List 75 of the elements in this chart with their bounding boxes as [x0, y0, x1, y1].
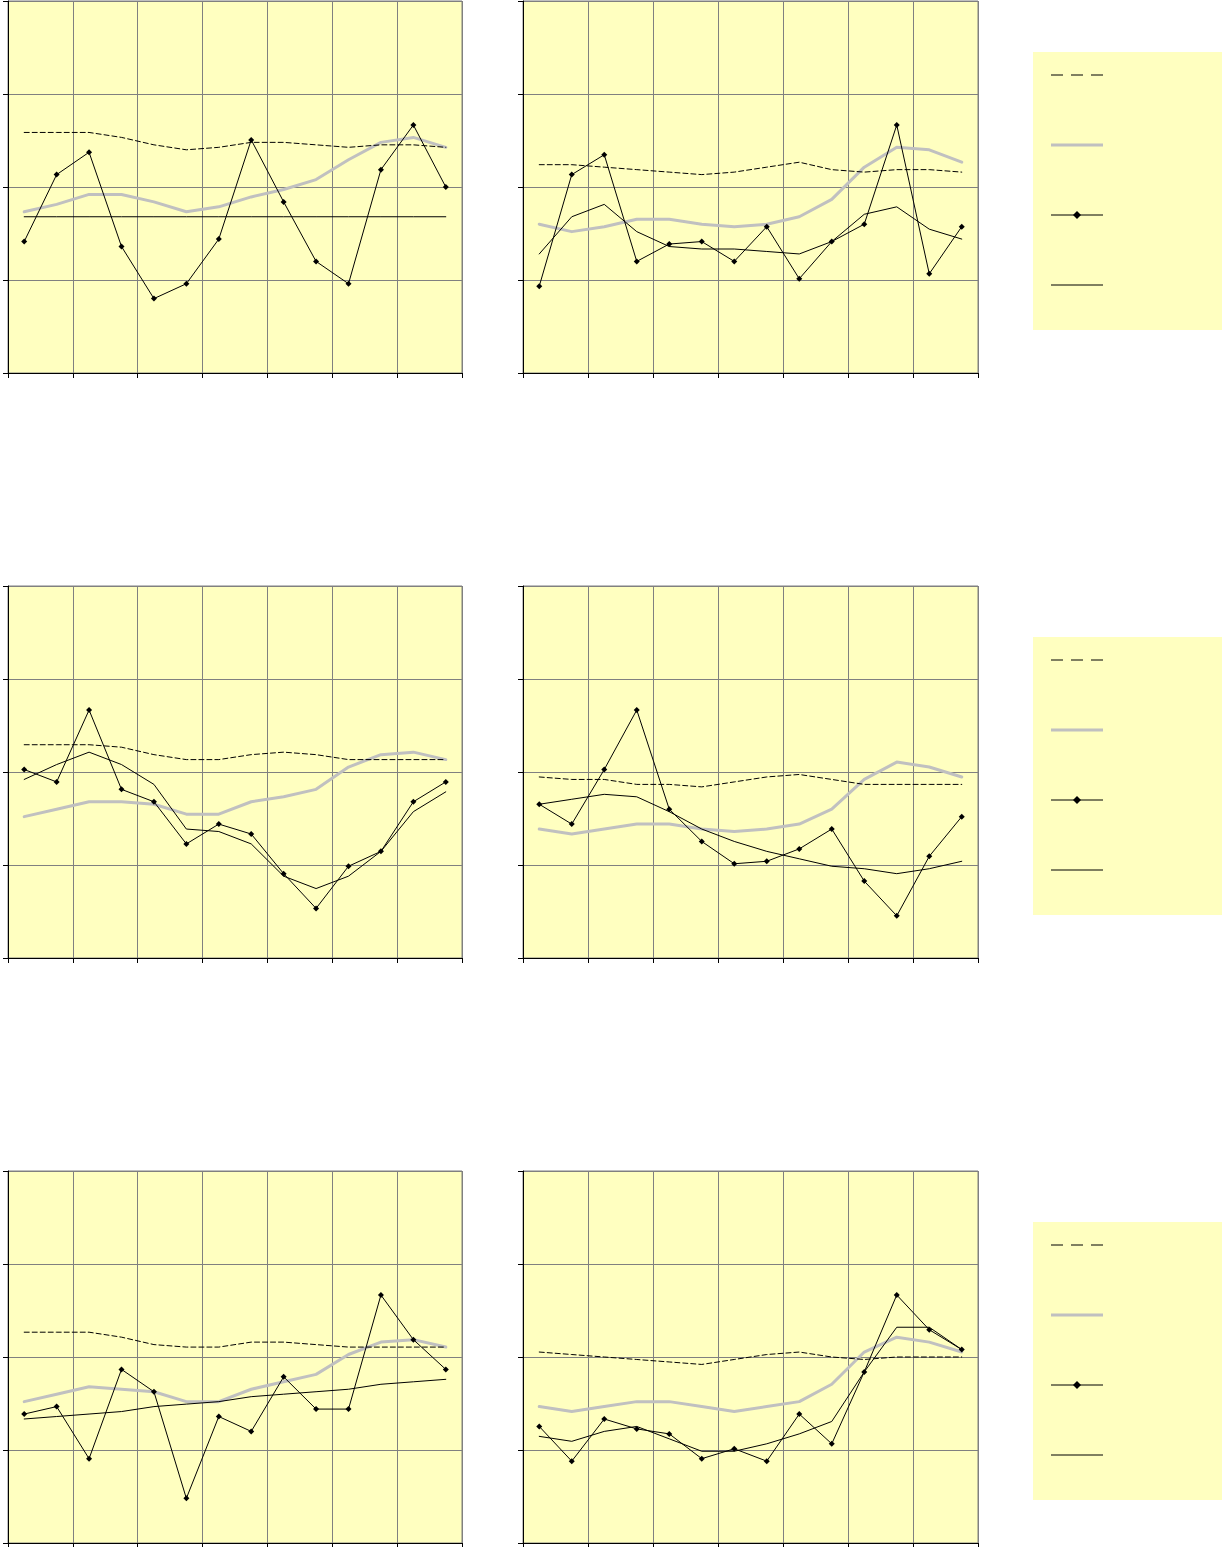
- point: [763, 858, 770, 865]
- point: [53, 1403, 60, 1410]
- point: [601, 151, 608, 158]
- point: [345, 1406, 352, 1413]
- point: [926, 270, 933, 277]
- point: [377, 166, 384, 173]
- point: [633, 1425, 640, 1432]
- point: [215, 821, 222, 828]
- point: [21, 766, 28, 773]
- point: [601, 1416, 608, 1422]
- point: [893, 912, 900, 919]
- point: [248, 831, 255, 837]
- point: [86, 707, 93, 713]
- point: [893, 122, 900, 128]
- point: [893, 1292, 900, 1298]
- point: [442, 778, 449, 785]
- point: [53, 778, 60, 785]
- point: [215, 1413, 222, 1420]
- point: [118, 243, 125, 250]
- point: [861, 878, 868, 885]
- point: [410, 798, 417, 805]
- point: [536, 1423, 543, 1430]
- point: [698, 838, 705, 845]
- point: [345, 863, 352, 870]
- point: [763, 223, 770, 230]
- point: [345, 280, 352, 287]
- point: [248, 1428, 255, 1435]
- point: [248, 136, 255, 143]
- point: [410, 1336, 417, 1343]
- point: [118, 786, 125, 793]
- point: [698, 1455, 705, 1462]
- point: [698, 238, 705, 245]
- point: [568, 171, 575, 178]
- point: [118, 1366, 125, 1373]
- point: [150, 1388, 157, 1395]
- point: [183, 840, 190, 847]
- point: [666, 806, 673, 813]
- point: [958, 223, 965, 230]
- point: [442, 184, 449, 190]
- point: [861, 221, 868, 228]
- point: [796, 1411, 803, 1418]
- point: [21, 238, 28, 245]
- point: [183, 280, 190, 287]
- point: [21, 1411, 28, 1418]
- point: [86, 149, 93, 156]
- point: [568, 821, 575, 828]
- point: [828, 1440, 835, 1447]
- point: [666, 1430, 673, 1437]
- point: [183, 1495, 190, 1502]
- point: [926, 853, 933, 860]
- point: [601, 766, 608, 773]
- point: [731, 258, 738, 265]
- point: [633, 707, 640, 713]
- point: [280, 198, 287, 205]
- point: [313, 258, 320, 265]
- point: [828, 826, 835, 833]
- point: [377, 1292, 384, 1298]
- point: [633, 258, 640, 265]
- point: [150, 295, 157, 302]
- point: [958, 813, 965, 820]
- point: [280, 1373, 287, 1380]
- point: [150, 798, 157, 805]
- point: [536, 283, 543, 290]
- point: [442, 1366, 449, 1373]
- point: [796, 845, 803, 852]
- point: [410, 122, 417, 128]
- point: [86, 1455, 93, 1462]
- point: [215, 236, 222, 243]
- point: [763, 1458, 770, 1465]
- point: [796, 275, 803, 282]
- point: [568, 1458, 575, 1465]
- point: [313, 1406, 320, 1413]
- point: [313, 905, 320, 912]
- point: [53, 171, 60, 178]
- point: [731, 860, 738, 867]
